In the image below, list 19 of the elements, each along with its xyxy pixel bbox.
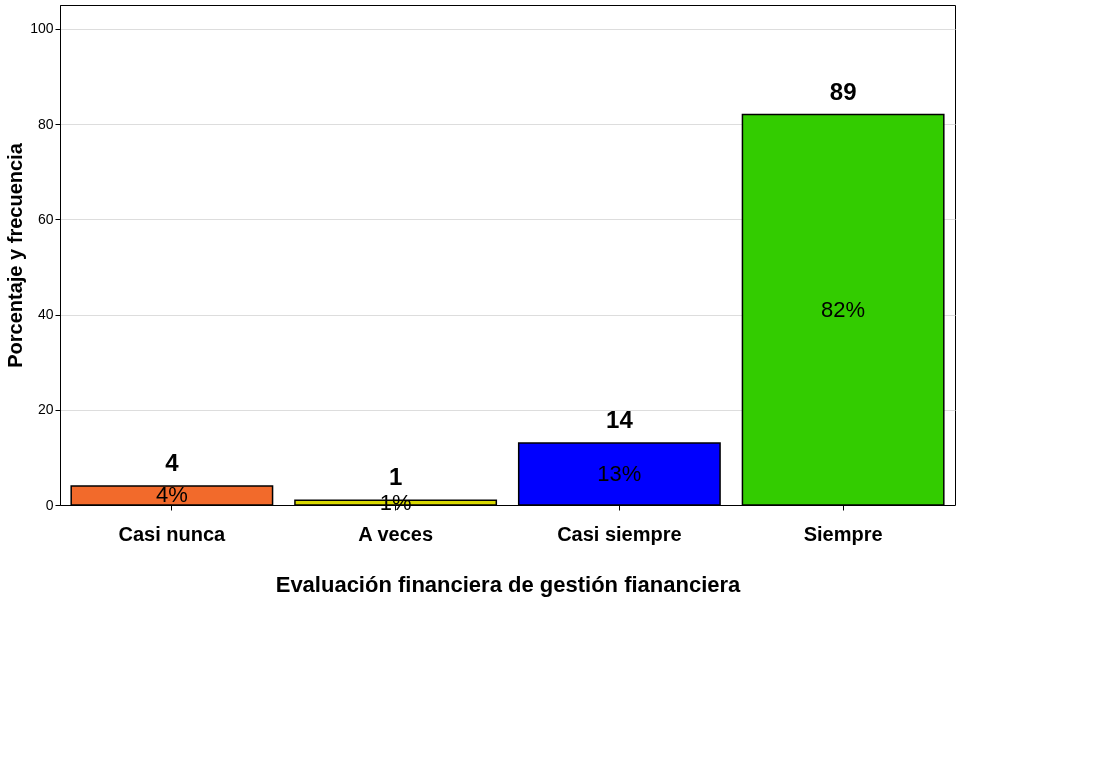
y-tick-label: 20 [37,401,54,418]
annotation: 89 [829,77,857,105]
y-tick-label: 100 [30,20,54,37]
x-tick-label: Casi siempre [557,522,682,545]
y-tick-label: 60 [37,210,54,227]
annotation: 14 [606,406,634,434]
data-label: 82% [821,296,866,322]
x-axis-title: Evaluación financiera de gestión fiananciera [275,571,742,597]
annotation: 1 [388,463,403,491]
y-axis-title: Porcentaje y frecuencia [4,142,27,368]
annotation: 4 [165,448,180,476]
data-label: 13% [597,461,642,487]
y-tick-label: 80 [37,115,54,132]
x-tick-label: Siempre [803,522,883,545]
y-tick-label: 40 [37,306,54,323]
y-tick-label: 0 [45,496,54,513]
x-tick-label: Casi nunca [118,522,227,545]
x-tick-label: A veces [358,522,434,545]
data-label: 4% [155,482,188,508]
